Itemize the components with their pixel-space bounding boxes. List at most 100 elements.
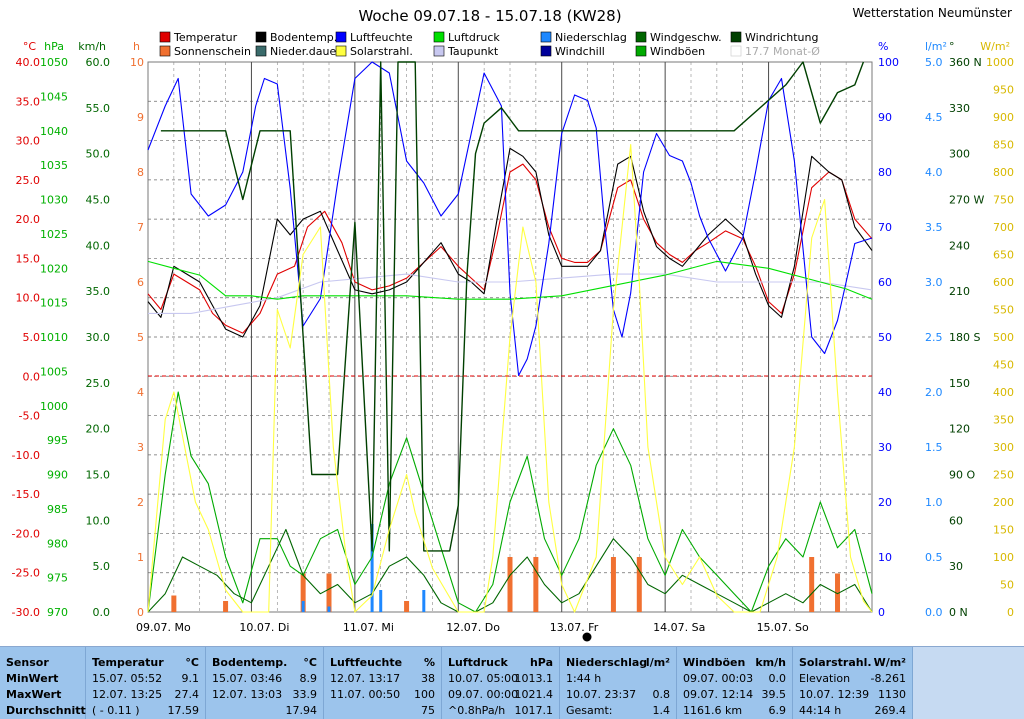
- stats-header-unit: km/h: [755, 656, 786, 669]
- axis-tick: 1.0: [925, 496, 943, 509]
- legend-label: Bodentemp.: [270, 31, 337, 44]
- legend-label: Solarstrahl.: [350, 45, 413, 58]
- stats-header: Windböen km/h: [683, 655, 786, 671]
- series-windrichtung: [160, 61, 865, 552]
- stats-header-label: Temperatur: [92, 656, 164, 669]
- day-label: 10.07. Di: [239, 621, 289, 634]
- stats-time: Gesamt:: [566, 704, 613, 717]
- stats-header-unit: °C: [303, 656, 317, 669]
- legend-item: Niederschlag: [540, 31, 627, 44]
- axis-units: °C hPa km/h h% l/m² ° W/m²: [23, 40, 1010, 53]
- day-labels: 09.07. Mo 10.07. Di 11.07. Mi 12.07. Do 13.0…: [136, 621, 809, 634]
- legend-label: Luftdruck: [448, 31, 500, 44]
- legend-label: Luftfeuchte: [350, 31, 413, 44]
- axis-tick: 0: [878, 606, 885, 619]
- legend-item: Windchill: [540, 45, 605, 58]
- axis-unit: km/h: [78, 40, 106, 53]
- axis-tick: 45.0: [86, 194, 111, 207]
- axis-unit: h: [133, 40, 140, 53]
- axis-tick: 30: [949, 560, 963, 573]
- axis-tick: 15.0: [16, 252, 41, 265]
- axis-tick: 5: [137, 331, 144, 344]
- axis-tick: 100: [878, 56, 899, 69]
- stats-row: MinWert: [6, 671, 79, 687]
- stats-row: MaxWert: [6, 687, 79, 703]
- legend-label: Windrichtung: [745, 31, 818, 44]
- axis-tick: 2.0: [925, 386, 943, 399]
- stats-row: 15.07. 03:46 8.9: [212, 671, 317, 687]
- stats-time: 1:44 h: [566, 672, 602, 685]
- day-label: 15.07. So: [757, 621, 809, 634]
- axis-tick: 300: [949, 148, 970, 161]
- stats-value: 75: [421, 704, 435, 717]
- axis-tick: 980: [47, 537, 68, 550]
- stats-header-unit: °C: [185, 656, 199, 669]
- axis-tick: 3.0: [925, 276, 943, 289]
- stats-time: 12.07. 13:03: [212, 688, 283, 701]
- axis-tick: 1040: [40, 125, 68, 138]
- stats-time: 09.07. 00:03: [683, 672, 754, 685]
- stats-value: 38: [421, 672, 435, 685]
- legend-label: Nieder.dauer: [270, 45, 341, 58]
- axis-tick: 6: [137, 276, 144, 289]
- stats-column: Niederschlag l/m² 1:44 h 10.07. 23:37 0.8 Ges…: [560, 647, 677, 719]
- day-label: 11.07. Mi: [343, 621, 394, 634]
- stats-header: Luftfeuchte%: [330, 655, 435, 671]
- axis-tick: 3.5: [925, 221, 943, 234]
- axis-tick: 1: [137, 551, 144, 564]
- chart-title: Woche 09.07.18 - 15.07.18 (KW28): [358, 7, 621, 25]
- bar-sonnenschein: [636, 557, 642, 612]
- axis-tick: 210: [949, 285, 970, 298]
- stats-value: 1.4: [652, 704, 671, 717]
- stats-header-label: Luftdruck: [448, 656, 508, 669]
- bar-sonnenschein: [507, 557, 513, 612]
- axis-tick: 35.0: [86, 285, 111, 298]
- stats-value: 269.4: [874, 704, 907, 717]
- axis-tick: 90: [878, 111, 892, 124]
- right-axes: 10090807060504030201005.04.54.03.53.02.5…: [878, 56, 1014, 619]
- series-luftdruck: [147, 260, 873, 300]
- axis-tick: 90 O: [949, 469, 975, 482]
- stats-value: 1130: [878, 688, 906, 701]
- axis-tick: 5.0: [93, 560, 111, 573]
- stats-column: Sensor MinWert MaxWert Durchschnitt: [0, 647, 86, 719]
- axis-unit: %: [878, 40, 888, 53]
- axis-tick: 975: [47, 572, 68, 585]
- day-label: 14.07. Sa: [653, 621, 705, 634]
- legend-label: Windböen: [650, 45, 705, 58]
- legend-swatch: [335, 31, 347, 43]
- axis-tick: 900: [993, 111, 1014, 124]
- axis-tick: 20.0: [16, 213, 41, 226]
- axis-tick: 60.0: [86, 56, 111, 69]
- stats-header: Solarstrahl. W/m²: [799, 655, 906, 671]
- stats-row: ( - 0.11 ) 17.59: [92, 703, 199, 719]
- axis-tick: 7: [137, 221, 144, 234]
- stats-time: ^0.8hPa/h: [448, 704, 506, 717]
- legend-item: Windböen: [635, 45, 705, 58]
- stats-row: 10.07. 23:37 0.8: [566, 687, 670, 703]
- stats-row-label: MinWert: [6, 672, 59, 685]
- stats-row: 09.07. 12:14 39.5: [683, 687, 786, 703]
- axis-tick: 995: [47, 434, 68, 447]
- series-taupunkt: [148, 273, 873, 314]
- legend-item: Luftdruck: [433, 31, 500, 44]
- stats-header: Bodentemp. °C: [212, 655, 317, 671]
- left-axes: 40.035.030.025.020.015.010.05.00.0-5.0-1…: [12, 56, 144, 619]
- stats-time: ( - 0.11 ): [92, 704, 140, 717]
- legend-label: Windgeschw.: [650, 31, 722, 44]
- legend-label: Niederschlag: [555, 31, 627, 44]
- axis-tick: 35.0: [16, 95, 41, 108]
- stats-header-label: Niederschlag: [566, 656, 648, 669]
- axis-tick: 10.0: [86, 514, 111, 527]
- legend-swatch: [159, 31, 171, 43]
- stats-header-unit: l/m²: [645, 656, 670, 669]
- axis-tick: 100: [993, 551, 1014, 564]
- stats-value: 1017.1: [514, 704, 554, 717]
- stats-row: 44:14 h 269.4: [799, 703, 906, 719]
- stats-row: 75: [330, 703, 435, 719]
- axis-tick: 1020: [40, 262, 68, 275]
- axis-tick: 25.0: [16, 174, 41, 187]
- axis-unit: hPa: [44, 40, 64, 53]
- axis-unit: °: [949, 40, 955, 53]
- stats-header-label: Luftfeuchte: [330, 656, 403, 669]
